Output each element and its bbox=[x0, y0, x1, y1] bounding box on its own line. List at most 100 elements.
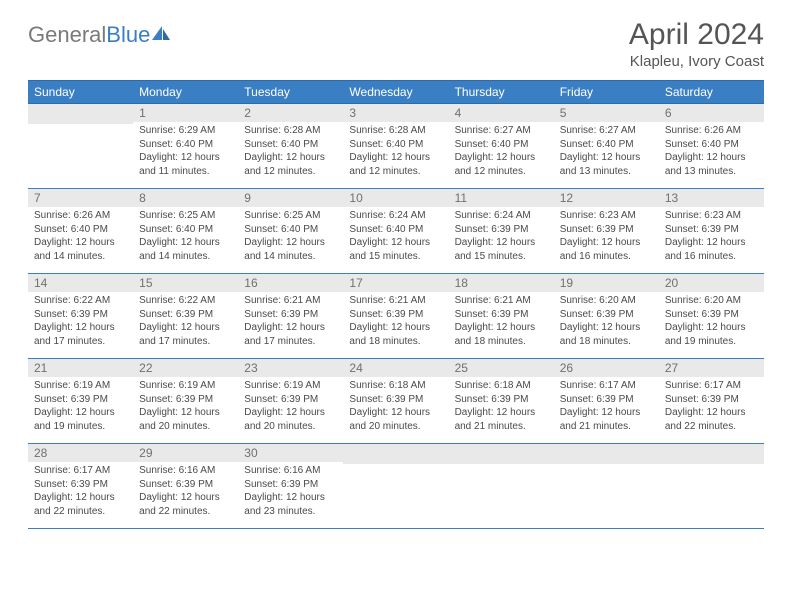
day-content: Sunrise: 6:21 AMSunset: 6:39 PMDaylight:… bbox=[238, 292, 343, 352]
day-number: 12 bbox=[554, 189, 659, 207]
calendar-week-row: 28Sunrise: 6:17 AMSunset: 6:39 PMDayligh… bbox=[28, 444, 764, 529]
month-title: April 2024 bbox=[629, 18, 764, 51]
calendar-cell: 9Sunrise: 6:25 AMSunset: 6:40 PMDaylight… bbox=[238, 189, 343, 274]
weekday-header: Friday bbox=[554, 81, 659, 104]
calendar-cell: 12Sunrise: 6:23 AMSunset: 6:39 PMDayligh… bbox=[554, 189, 659, 274]
day-content: Sunrise: 6:28 AMSunset: 6:40 PMDaylight:… bbox=[343, 122, 448, 182]
day-number: 15 bbox=[133, 274, 238, 292]
day-number: 28 bbox=[28, 444, 133, 462]
brand-logo: GeneralBlue bbox=[28, 18, 170, 48]
day-content: Sunrise: 6:27 AMSunset: 6:40 PMDaylight:… bbox=[554, 122, 659, 182]
weekday-header: Thursday bbox=[449, 81, 554, 104]
day-content: Sunrise: 6:29 AMSunset: 6:40 PMDaylight:… bbox=[133, 122, 238, 182]
calendar-cell: 28Sunrise: 6:17 AMSunset: 6:39 PMDayligh… bbox=[28, 444, 133, 529]
weekday-header-row: SundayMondayTuesdayWednesdayThursdayFrid… bbox=[28, 81, 764, 104]
calendar-cell: 17Sunrise: 6:21 AMSunset: 6:39 PMDayligh… bbox=[343, 274, 448, 359]
day-number: 11 bbox=[449, 189, 554, 207]
calendar-cell: 5Sunrise: 6:27 AMSunset: 6:40 PMDaylight… bbox=[554, 104, 659, 189]
day-number: 7 bbox=[28, 189, 133, 207]
calendar-cell: 16Sunrise: 6:21 AMSunset: 6:39 PMDayligh… bbox=[238, 274, 343, 359]
calendar-cell: 24Sunrise: 6:18 AMSunset: 6:39 PMDayligh… bbox=[343, 359, 448, 444]
calendar-page: GeneralBlue April 2024 Klapleu, Ivory Co… bbox=[0, 0, 792, 547]
calendar-cell: 6Sunrise: 6:26 AMSunset: 6:40 PMDaylight… bbox=[659, 104, 764, 189]
day-content: Sunrise: 6:21 AMSunset: 6:39 PMDaylight:… bbox=[343, 292, 448, 352]
calendar-cell: 26Sunrise: 6:17 AMSunset: 6:39 PMDayligh… bbox=[554, 359, 659, 444]
day-number: 8 bbox=[133, 189, 238, 207]
day-content: Sunrise: 6:23 AMSunset: 6:39 PMDaylight:… bbox=[659, 207, 764, 267]
day-number: 4 bbox=[449, 104, 554, 122]
calendar-cell: 22Sunrise: 6:19 AMSunset: 6:39 PMDayligh… bbox=[133, 359, 238, 444]
day-number: 23 bbox=[238, 359, 343, 377]
day-number-empty bbox=[343, 444, 448, 464]
day-content: Sunrise: 6:19 AMSunset: 6:39 PMDaylight:… bbox=[28, 377, 133, 437]
day-content: Sunrise: 6:20 AMSunset: 6:39 PMDaylight:… bbox=[554, 292, 659, 352]
header: GeneralBlue April 2024 Klapleu, Ivory Co… bbox=[28, 18, 764, 70]
day-number: 25 bbox=[449, 359, 554, 377]
day-number: 27 bbox=[659, 359, 764, 377]
day-number: 13 bbox=[659, 189, 764, 207]
day-number-empty bbox=[449, 444, 554, 464]
calendar-cell: 27Sunrise: 6:17 AMSunset: 6:39 PMDayligh… bbox=[659, 359, 764, 444]
day-number: 26 bbox=[554, 359, 659, 377]
calendar-cell bbox=[449, 444, 554, 529]
calendar-cell bbox=[343, 444, 448, 529]
calendar-cell: 1Sunrise: 6:29 AMSunset: 6:40 PMDaylight… bbox=[133, 104, 238, 189]
day-content: Sunrise: 6:18 AMSunset: 6:39 PMDaylight:… bbox=[343, 377, 448, 437]
day-number: 21 bbox=[28, 359, 133, 377]
title-block: April 2024 Klapleu, Ivory Coast bbox=[629, 18, 764, 70]
day-number: 18 bbox=[449, 274, 554, 292]
calendar-week-row: 1Sunrise: 6:29 AMSunset: 6:40 PMDaylight… bbox=[28, 104, 764, 189]
day-content: Sunrise: 6:22 AMSunset: 6:39 PMDaylight:… bbox=[133, 292, 238, 352]
day-content: Sunrise: 6:16 AMSunset: 6:39 PMDaylight:… bbox=[238, 462, 343, 522]
day-number-empty bbox=[659, 444, 764, 464]
calendar-week-row: 21Sunrise: 6:19 AMSunset: 6:39 PMDayligh… bbox=[28, 359, 764, 444]
calendar-table: SundayMondayTuesdayWednesdayThursdayFrid… bbox=[28, 80, 764, 529]
calendar-cell: 20Sunrise: 6:20 AMSunset: 6:39 PMDayligh… bbox=[659, 274, 764, 359]
calendar-cell: 8Sunrise: 6:25 AMSunset: 6:40 PMDaylight… bbox=[133, 189, 238, 274]
day-number: 1 bbox=[133, 104, 238, 122]
day-number-empty bbox=[28, 104, 133, 124]
day-number: 20 bbox=[659, 274, 764, 292]
weekday-header: Saturday bbox=[659, 81, 764, 104]
day-number: 17 bbox=[343, 274, 448, 292]
day-content: Sunrise: 6:18 AMSunset: 6:39 PMDaylight:… bbox=[449, 377, 554, 437]
day-number: 3 bbox=[343, 104, 448, 122]
day-content: Sunrise: 6:17 AMSunset: 6:39 PMDaylight:… bbox=[28, 462, 133, 522]
day-content: Sunrise: 6:19 AMSunset: 6:39 PMDaylight:… bbox=[133, 377, 238, 437]
calendar-cell: 19Sunrise: 6:20 AMSunset: 6:39 PMDayligh… bbox=[554, 274, 659, 359]
calendar-cell: 21Sunrise: 6:19 AMSunset: 6:39 PMDayligh… bbox=[28, 359, 133, 444]
day-content: Sunrise: 6:23 AMSunset: 6:39 PMDaylight:… bbox=[554, 207, 659, 267]
calendar-cell: 14Sunrise: 6:22 AMSunset: 6:39 PMDayligh… bbox=[28, 274, 133, 359]
weekday-header: Wednesday bbox=[343, 81, 448, 104]
calendar-week-row: 7Sunrise: 6:26 AMSunset: 6:40 PMDaylight… bbox=[28, 189, 764, 274]
day-content: Sunrise: 6:20 AMSunset: 6:39 PMDaylight:… bbox=[659, 292, 764, 352]
calendar-cell bbox=[28, 104, 133, 189]
day-number: 10 bbox=[343, 189, 448, 207]
calendar-cell: 13Sunrise: 6:23 AMSunset: 6:39 PMDayligh… bbox=[659, 189, 764, 274]
calendar-cell: 15Sunrise: 6:22 AMSunset: 6:39 PMDayligh… bbox=[133, 274, 238, 359]
day-content: Sunrise: 6:25 AMSunset: 6:40 PMDaylight:… bbox=[133, 207, 238, 267]
day-number: 29 bbox=[133, 444, 238, 462]
day-number: 19 bbox=[554, 274, 659, 292]
day-content: Sunrise: 6:17 AMSunset: 6:39 PMDaylight:… bbox=[659, 377, 764, 437]
calendar-week-row: 14Sunrise: 6:22 AMSunset: 6:39 PMDayligh… bbox=[28, 274, 764, 359]
day-content: Sunrise: 6:22 AMSunset: 6:39 PMDaylight:… bbox=[28, 292, 133, 352]
day-number: 16 bbox=[238, 274, 343, 292]
day-number: 30 bbox=[238, 444, 343, 462]
calendar-cell: 7Sunrise: 6:26 AMSunset: 6:40 PMDaylight… bbox=[28, 189, 133, 274]
calendar-cell: 29Sunrise: 6:16 AMSunset: 6:39 PMDayligh… bbox=[133, 444, 238, 529]
calendar-cell: 2Sunrise: 6:28 AMSunset: 6:40 PMDaylight… bbox=[238, 104, 343, 189]
calendar-cell: 18Sunrise: 6:21 AMSunset: 6:39 PMDayligh… bbox=[449, 274, 554, 359]
weekday-header: Sunday bbox=[28, 81, 133, 104]
weekday-header: Tuesday bbox=[238, 81, 343, 104]
day-content: Sunrise: 6:19 AMSunset: 6:39 PMDaylight:… bbox=[238, 377, 343, 437]
day-content: Sunrise: 6:24 AMSunset: 6:40 PMDaylight:… bbox=[343, 207, 448, 267]
day-content: Sunrise: 6:28 AMSunset: 6:40 PMDaylight:… bbox=[238, 122, 343, 182]
brand-part1: General bbox=[28, 22, 106, 48]
calendar-cell: 4Sunrise: 6:27 AMSunset: 6:40 PMDaylight… bbox=[449, 104, 554, 189]
day-number: 14 bbox=[28, 274, 133, 292]
calendar-cell: 25Sunrise: 6:18 AMSunset: 6:39 PMDayligh… bbox=[449, 359, 554, 444]
location: Klapleu, Ivory Coast bbox=[629, 53, 764, 70]
day-content: Sunrise: 6:26 AMSunset: 6:40 PMDaylight:… bbox=[659, 122, 764, 182]
calendar-cell: 10Sunrise: 6:24 AMSunset: 6:40 PMDayligh… bbox=[343, 189, 448, 274]
